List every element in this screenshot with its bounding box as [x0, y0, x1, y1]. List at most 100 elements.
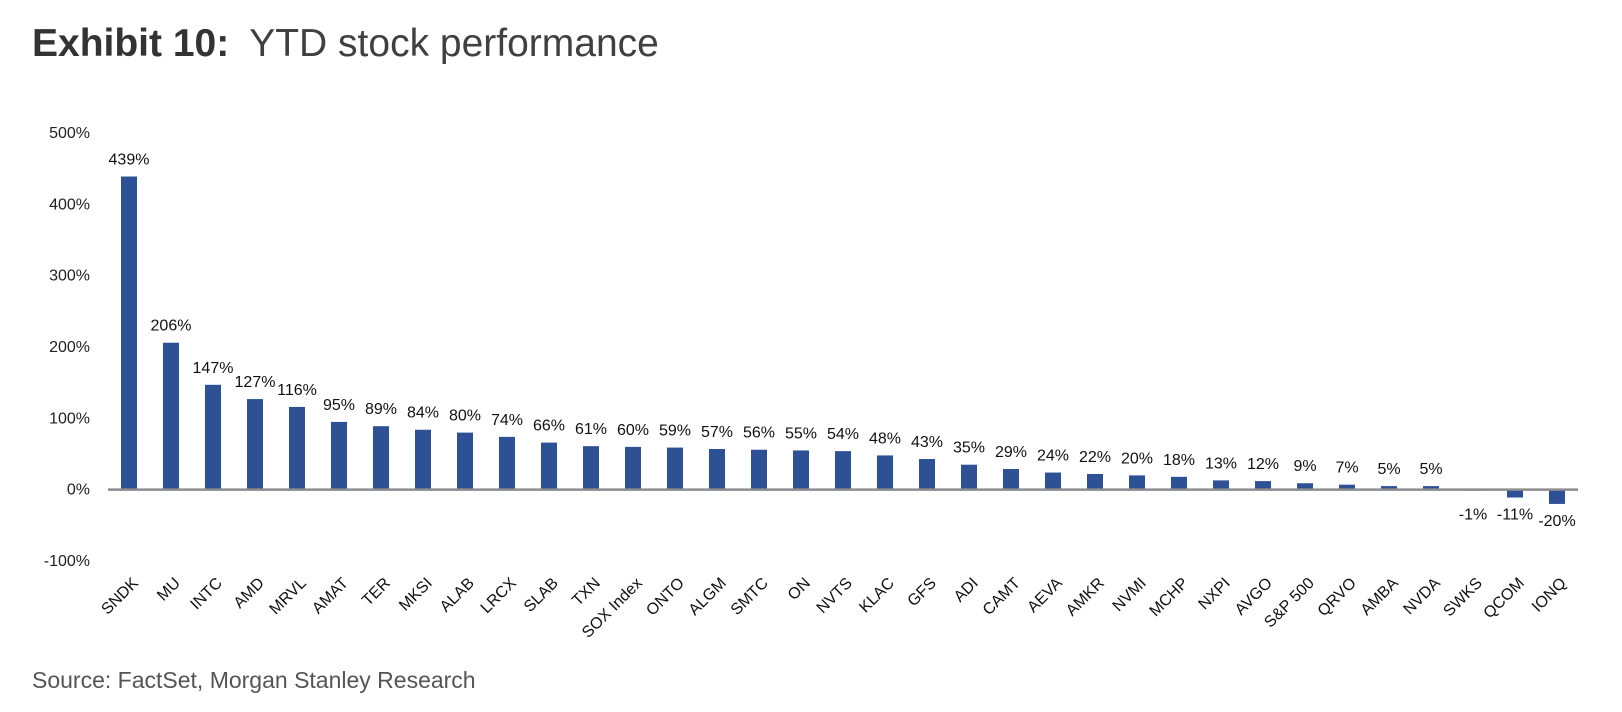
x-category-label: SMTC — [728, 575, 772, 619]
x-category-label: NVTS — [814, 575, 856, 617]
x-category-label: AMD — [231, 575, 268, 612]
bar — [709, 449, 725, 490]
bar — [1507, 489, 1523, 498]
data-label: 22% — [1079, 449, 1111, 466]
bar — [667, 447, 683, 490]
x-category-label: GFS — [905, 575, 940, 610]
y-tick-label: 200% — [49, 339, 90, 356]
x-category-label: NVMI — [1110, 575, 1150, 615]
bar — [373, 426, 389, 490]
data-label: 9% — [1293, 458, 1316, 475]
data-label: 24% — [1037, 448, 1069, 465]
data-label: 84% — [407, 405, 439, 422]
bar — [1171, 476, 1187, 490]
x-category-label: ADI — [951, 575, 982, 606]
data-label: 35% — [953, 440, 985, 457]
bar — [1423, 486, 1439, 490]
data-label: 147% — [193, 360, 234, 377]
data-label: 439% — [109, 152, 150, 169]
bar — [1129, 475, 1145, 490]
data-label: 60% — [617, 422, 649, 439]
x-category-label: SLAB — [521, 575, 562, 616]
data-label: 5% — [1377, 461, 1400, 478]
x-category-label: AMBA — [1358, 575, 1402, 619]
x-category-label: NXPI — [1195, 575, 1233, 613]
x-category-label: QRVO — [1315, 575, 1360, 620]
x-category-label: MRVL — [267, 575, 310, 618]
data-label: 18% — [1163, 452, 1195, 469]
bar — [877, 455, 893, 490]
bar — [457, 432, 473, 490]
x-category-label: ONTO — [643, 575, 688, 620]
bar — [961, 464, 977, 490]
data-label: 61% — [575, 421, 607, 438]
bar — [1381, 486, 1397, 490]
y-tick-label: 400% — [49, 196, 90, 213]
bar — [1213, 480, 1229, 490]
bar — [121, 176, 137, 490]
x-category-label: MKSI — [396, 575, 436, 615]
bar-chart: 500%400%300%200%100%0%-100%439%206%147%1… — [44, 125, 1578, 640]
data-label: 13% — [1205, 455, 1237, 472]
data-label: 5% — [1419, 461, 1442, 478]
data-label: 89% — [365, 401, 397, 418]
x-category-label: MCHP — [1146, 575, 1191, 620]
bar — [415, 429, 431, 490]
source-note: Source: FactSet, Morgan Stanley Research — [32, 667, 476, 693]
bar — [247, 399, 263, 490]
data-label: 29% — [995, 444, 1027, 461]
x-category-label: LRCX — [478, 575, 520, 617]
exhibit-title: YTD stock performance — [249, 22, 659, 65]
bar — [163, 342, 179, 490]
data-label: 127% — [235, 374, 276, 391]
x-category-label: TER — [359, 575, 394, 610]
x-category-label: ALAB — [437, 575, 478, 616]
bar — [625, 446, 641, 490]
x-category-label: SNDK — [98, 575, 142, 619]
exhibit-number: Exhibit 10: — [32, 22, 230, 65]
data-label: 206% — [151, 318, 192, 335]
data-label: -20% — [1538, 513, 1575, 530]
data-label: -1% — [1459, 507, 1487, 524]
bar — [289, 406, 305, 490]
x-category-label: CAMT — [980, 575, 1024, 619]
bar — [751, 449, 767, 490]
y-tick-label: 500% — [49, 125, 90, 142]
bar — [1339, 484, 1355, 490]
bar — [205, 384, 221, 490]
y-tick-label: 0% — [67, 482, 90, 499]
y-tick-label: 300% — [49, 268, 90, 285]
chart-title: Exhibit 10: YTD stock performance — [32, 22, 659, 66]
bar — [1255, 481, 1271, 490]
x-category-label: IONQ — [1529, 575, 1570, 616]
x-category-label: MU — [154, 575, 184, 605]
bar — [793, 450, 809, 490]
data-label: 56% — [743, 425, 775, 442]
y-tick-label: -100% — [44, 553, 90, 570]
bar — [541, 442, 557, 490]
x-category-label: NVDA — [1400, 575, 1444, 619]
bar — [331, 421, 347, 490]
bar — [835, 451, 851, 490]
x-category-label: QCOM — [1481, 575, 1528, 622]
bar — [919, 458, 935, 490]
data-label: 59% — [659, 423, 691, 440]
x-category-label: TXN — [569, 575, 604, 610]
x-category-label: KLAC — [856, 575, 898, 617]
x-category-label: INTC — [187, 575, 225, 613]
data-label: 80% — [449, 408, 481, 425]
data-label: 7% — [1335, 460, 1358, 477]
bar — [1549, 489, 1565, 504]
data-label: 12% — [1247, 456, 1279, 473]
data-label: 95% — [323, 397, 355, 414]
x-category-label: SWKS — [1440, 575, 1485, 620]
data-label: 55% — [785, 425, 817, 442]
x-category-label: AMKR — [1063, 575, 1108, 620]
bar — [1087, 473, 1103, 490]
data-label: 54% — [827, 426, 859, 443]
y-tick-label: 100% — [49, 410, 90, 427]
bar — [1045, 472, 1061, 490]
bar — [1297, 483, 1313, 490]
bar — [583, 446, 599, 490]
x-category-label: ALGM — [686, 575, 730, 619]
